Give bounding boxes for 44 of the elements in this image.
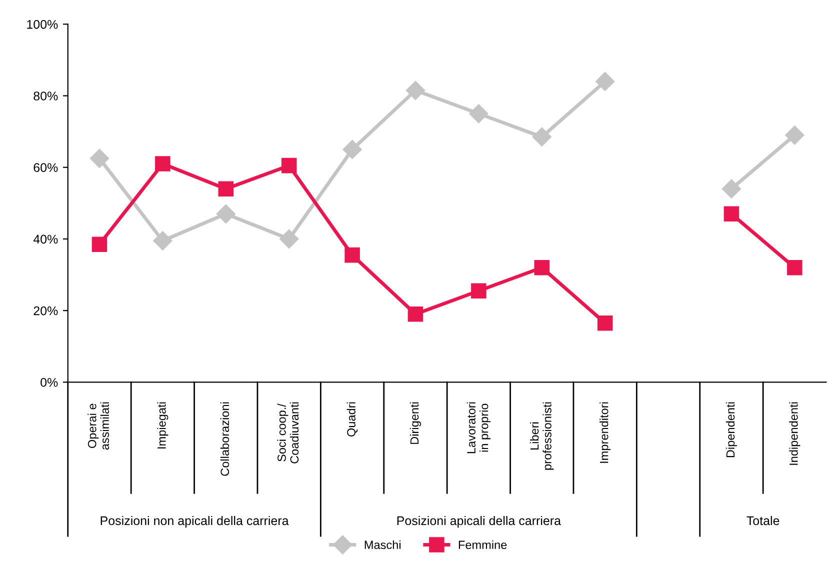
point xyxy=(787,260,802,276)
x-tick-label: Liberi professionisti xyxy=(530,402,554,470)
y-tick-label: 100% xyxy=(27,20,58,29)
y-tick-label: 80% xyxy=(34,92,58,100)
point xyxy=(471,283,486,299)
point xyxy=(406,80,426,100)
legend-label: Femmine xyxy=(458,540,507,550)
point xyxy=(90,148,110,168)
x-tick-label: Impiegati xyxy=(157,402,168,448)
point xyxy=(281,158,297,174)
point xyxy=(785,126,804,145)
point xyxy=(597,315,613,331)
y-tick-label: 60% xyxy=(34,163,58,172)
text: Posizioni non apicali della carriera xyxy=(100,516,289,528)
point xyxy=(153,231,172,250)
point xyxy=(216,204,236,224)
point xyxy=(342,140,362,159)
x-tick-label: Soci coop./ Coadiuvanti xyxy=(277,402,299,464)
x-tick-label: Operai e assimilati xyxy=(88,402,110,450)
legend-label: Maschi xyxy=(364,540,400,550)
point xyxy=(469,104,488,124)
point xyxy=(722,179,742,198)
x-tick-label: Indipendenti xyxy=(789,402,800,465)
x-tick-label: Collaborazioni xyxy=(220,402,230,476)
point xyxy=(596,72,615,91)
point xyxy=(724,206,740,222)
x-tick-label: Dirigenti xyxy=(410,402,421,444)
point xyxy=(408,306,424,322)
text: Totale xyxy=(746,516,780,526)
point xyxy=(532,127,552,146)
point xyxy=(280,229,299,248)
point xyxy=(92,236,108,252)
point xyxy=(534,260,550,276)
y-tick-label: 20% xyxy=(34,306,58,316)
x-tick-label: Dipendenti xyxy=(726,402,737,458)
point xyxy=(155,156,170,172)
point xyxy=(218,181,234,196)
x-tick-label: Imprenditori xyxy=(600,402,611,463)
point xyxy=(344,247,360,263)
y-tick-label: 0% xyxy=(40,378,58,387)
text: Posizioni apicali della carriera xyxy=(397,516,562,528)
x-tick-label: Lavoratori in proprio xyxy=(466,402,491,454)
y-tick-label: 40% xyxy=(33,234,58,244)
x-tick-label: Quadri xyxy=(346,402,358,436)
